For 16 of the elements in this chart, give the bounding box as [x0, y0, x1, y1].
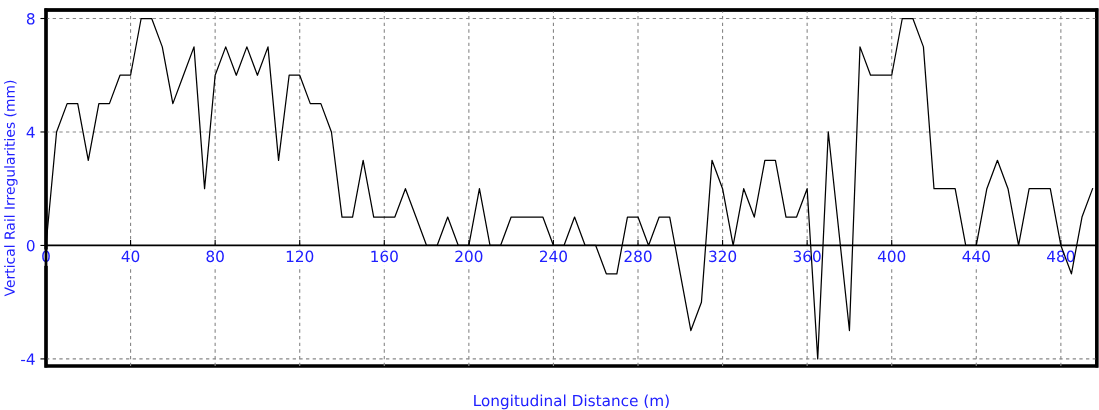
x-tick-label: 280: [624, 250, 652, 263]
x-tick-label: 80: [206, 250, 224, 263]
x-axis-title: Longitudinal Distance (m): [474, 394, 669, 410]
y-tick-label: -4: [21, 353, 35, 365]
y-tick-label: 4: [26, 126, 35, 138]
x-tick-label: 440: [962, 250, 990, 263]
y-tick-label: 8: [26, 12, 35, 25]
x-tick-label: 120: [286, 250, 314, 263]
y-axis-title: Vertical Rail Irregularities (mm): [4, 80, 18, 297]
x-tick-label: 240: [539, 250, 567, 263]
x-tick-label: 200: [455, 250, 483, 263]
y-tick-label: 0: [26, 239, 35, 252]
x-tick-label: 320: [709, 250, 737, 263]
x-tick-label: 400: [877, 250, 906, 263]
x-tick-label: 160: [371, 250, 398, 263]
x-tick-label: 40: [121, 250, 140, 263]
